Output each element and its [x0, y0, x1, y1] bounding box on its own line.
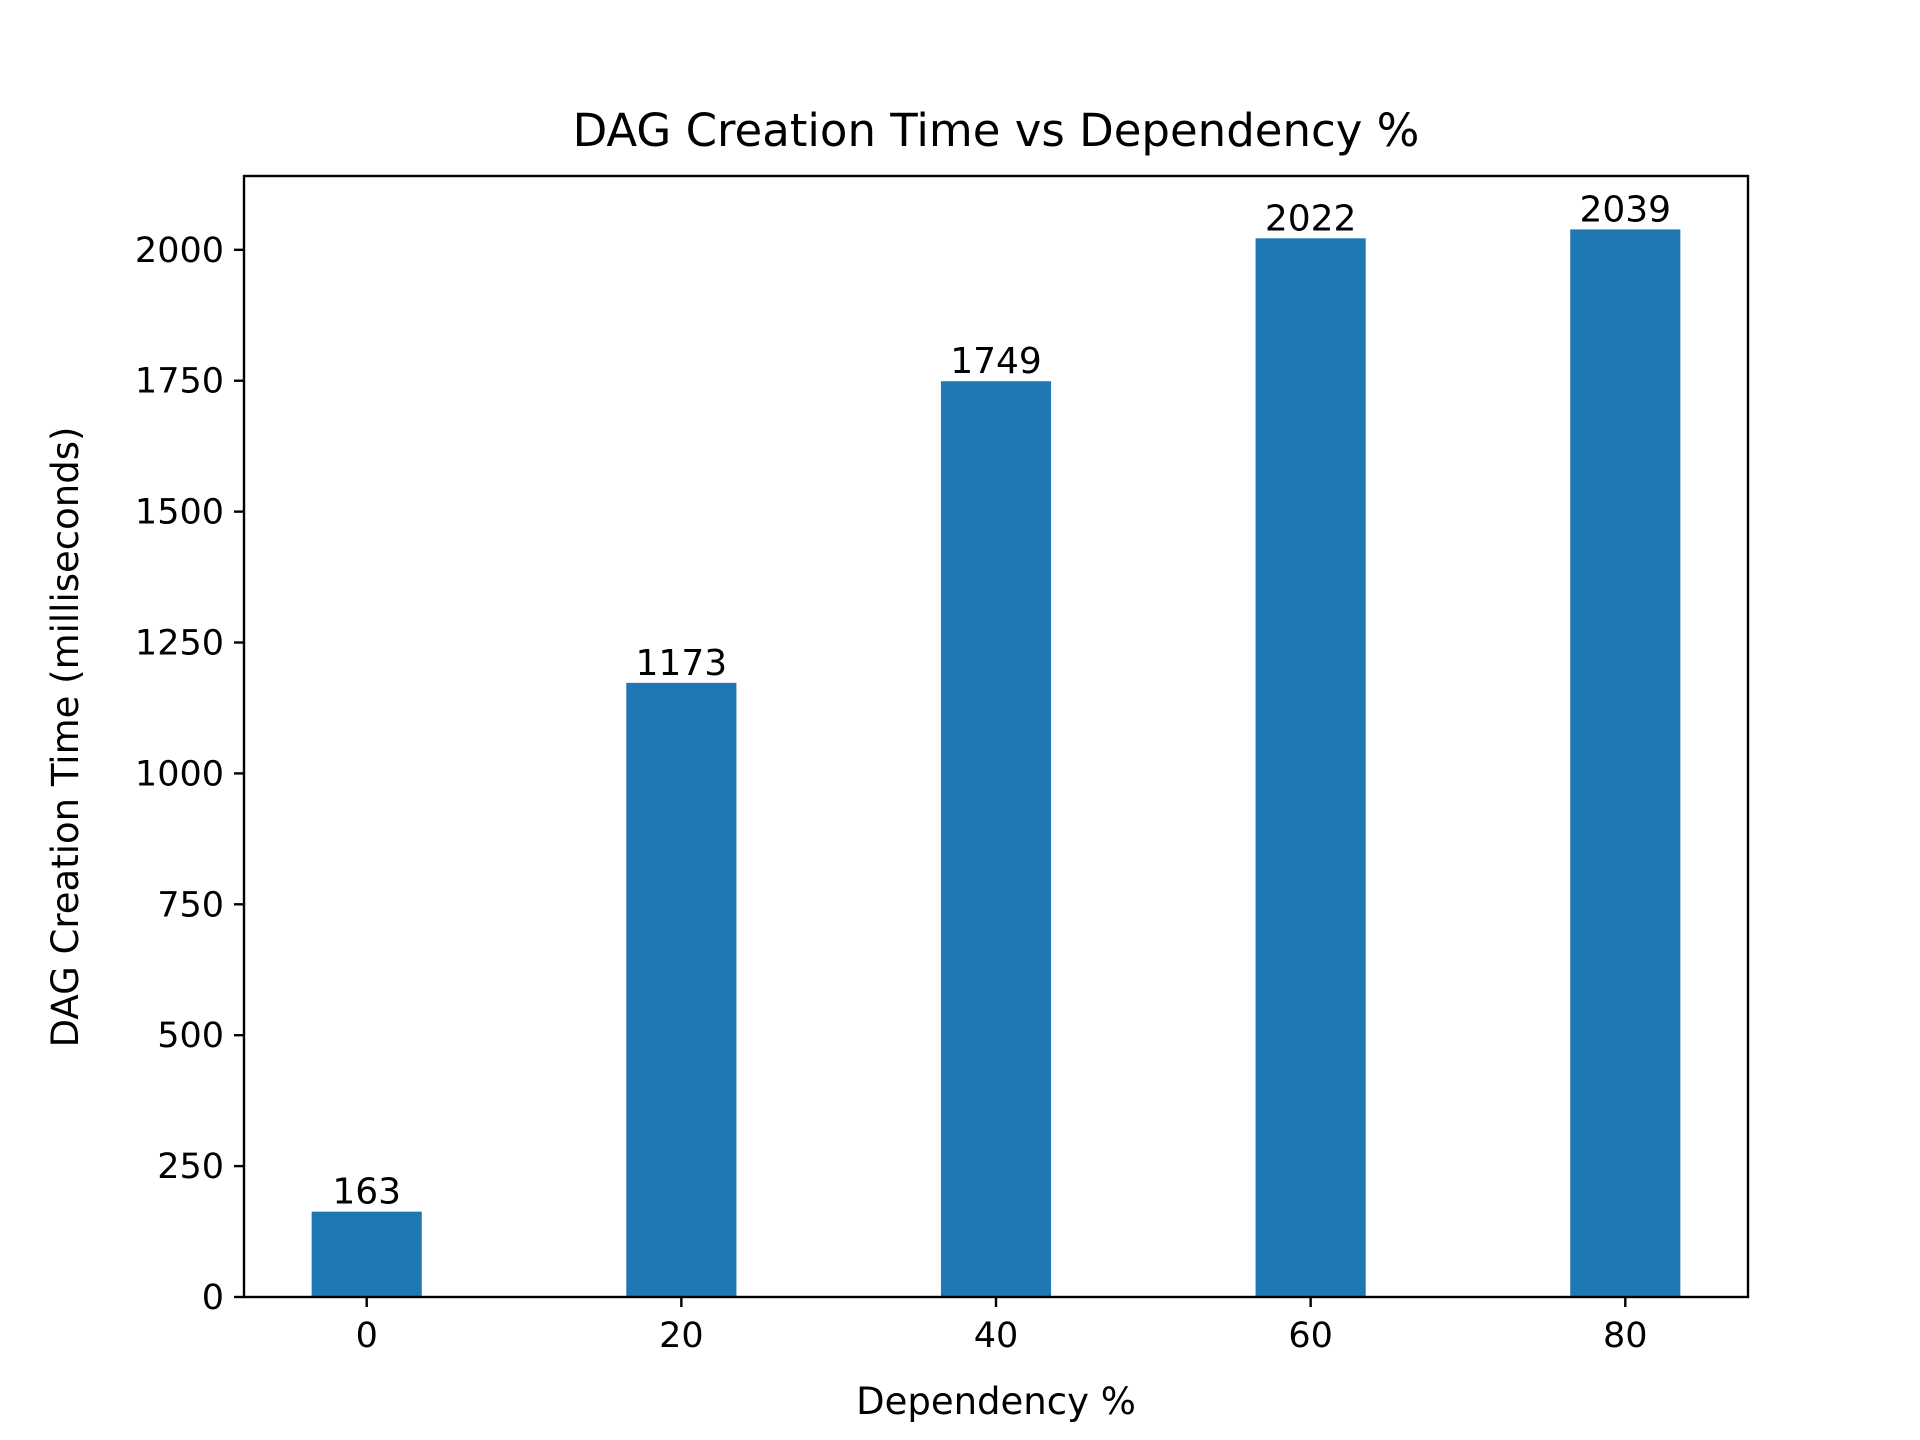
- data-label-3: 2022: [1265, 198, 1357, 239]
- bar-2: [940, 381, 1052, 1297]
- x-tick-label-1: 20: [659, 1316, 704, 1356]
- y-tick-label-0: 0: [202, 1278, 224, 1318]
- y-axis-ticks: 0 250 500 750 1000 1250 1500 1750 2000: [135, 231, 244, 1318]
- y-tick-label-1: 250: [157, 1147, 224, 1187]
- x-axis-label: Dependency %: [856, 1380, 1136, 1423]
- y-axis-label: DAG Creation Time (milliseconds): [44, 427, 87, 1048]
- data-label-1: 1173: [636, 643, 728, 684]
- bar-0: [311, 1211, 422, 1297]
- data-label-4: 2039: [1579, 189, 1671, 230]
- data-label-0: 163: [332, 1172, 401, 1213]
- y-tick-label-4: 1000: [135, 754, 224, 794]
- data-labels-group: 163 1173 1749 2022 2039: [332, 189, 1671, 1212]
- bar-4: [1570, 229, 1681, 1297]
- y-tick-label-7: 1750: [135, 362, 224, 402]
- plot-frame: [242, 174, 1750, 1299]
- y-tick-label-5: 1250: [135, 624, 224, 664]
- data-label-2: 1749: [950, 341, 1042, 382]
- bars-group: [311, 229, 1681, 1297]
- x-tick-label-0: 0: [356, 1316, 378, 1356]
- chart-title: DAG Creation Time vs Dependency %: [573, 104, 1420, 157]
- bar-3: [1255, 238, 1366, 1297]
- y-tick-label-8: 2000: [135, 231, 224, 271]
- y-tick-label-6: 1500: [135, 493, 224, 533]
- x-tick-label-2: 40: [974, 1316, 1019, 1356]
- x-axis-ticks: 0 20 40 60 80: [356, 1297, 1648, 1356]
- y-tick-label-3: 750: [157, 885, 224, 925]
- x-tick-label-3: 60: [1288, 1316, 1333, 1356]
- bar-1: [626, 682, 737, 1297]
- y-tick-label-2: 500: [157, 1016, 224, 1056]
- x-tick-label-4: 80: [1603, 1316, 1648, 1356]
